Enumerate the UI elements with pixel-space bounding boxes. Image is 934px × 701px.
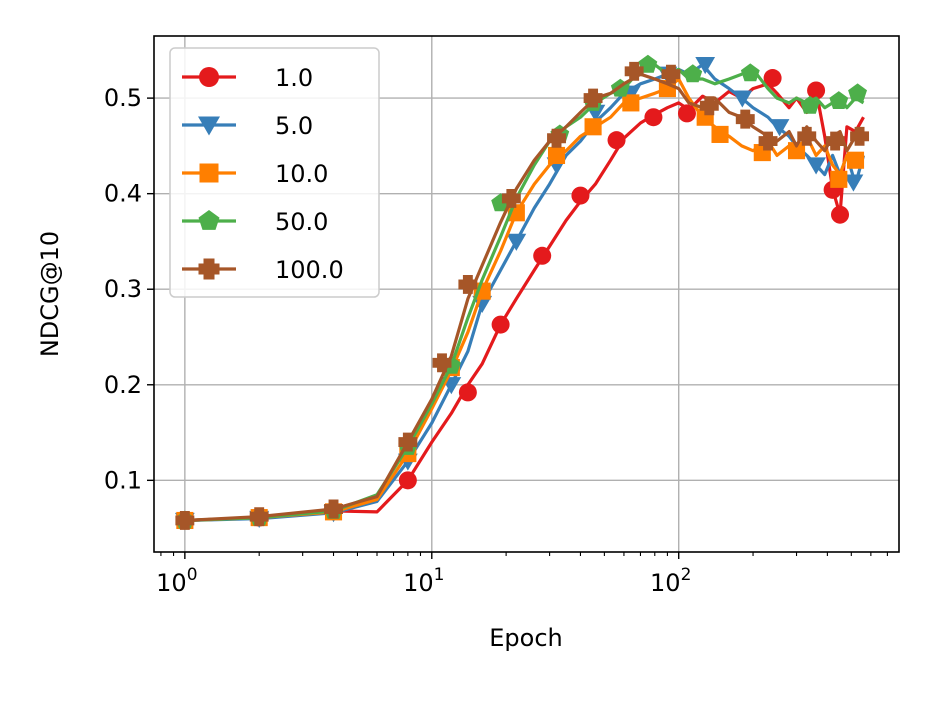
- data-point: [584, 118, 602, 136]
- y-axis: 0.1 0.2 0.3 0.4 0.5: [104, 84, 154, 494]
- y-tick-label: 0.5: [104, 84, 142, 112]
- data-point: [831, 205, 850, 224]
- legend-marker: [198, 116, 220, 136]
- data-point: [769, 119, 790, 137]
- plot-frame: [153, 35, 900, 553]
- legend-item: 50.0: [182, 208, 328, 236]
- data-point: [850, 126, 870, 146]
- x-axis-label: Epoch: [489, 624, 563, 652]
- legend-item: 10.0: [182, 160, 328, 188]
- data-point: [533, 246, 552, 265]
- legend-marker: [198, 210, 220, 230]
- legend-marker: [199, 163, 219, 183]
- data-point: [547, 146, 566, 164]
- data-point: [458, 274, 478, 294]
- data-point: [432, 353, 452, 373]
- data-point: [763, 69, 782, 88]
- legend-label: 100.0: [275, 256, 344, 284]
- legend-label: 5.0: [275, 112, 313, 140]
- data-point: [825, 131, 845, 151]
- data-point: [324, 499, 343, 519]
- data-point: [797, 126, 817, 146]
- data-point: [740, 63, 760, 82]
- data-point: [732, 90, 753, 108]
- data-point: [249, 507, 269, 527]
- data-point: [711, 125, 729, 143]
- legend: 1.0 5.0 10.0 50.0 100.0: [169, 47, 380, 298]
- data-point: [829, 91, 849, 109]
- data-point: [683, 64, 703, 83]
- y-tick-label: 0.3: [104, 275, 142, 303]
- data-point: [735, 109, 755, 129]
- legend-item: 100.0: [182, 256, 344, 284]
- data-point: [622, 94, 640, 112]
- data-point: [830, 170, 848, 188]
- y-tick-label: 0.2: [104, 371, 142, 399]
- data-point: [583, 88, 603, 108]
- data-point: [695, 57, 716, 75]
- data-point: [398, 471, 417, 490]
- legend-label: 1.0: [275, 64, 313, 92]
- legend-item: 5.0: [182, 112, 313, 140]
- data-point: [501, 188, 521, 208]
- legend-item: 1.0: [182, 64, 313, 92]
- data-point: [491, 315, 510, 334]
- data-point: [398, 432, 418, 452]
- data-point: [175, 511, 195, 530]
- x-tick-label: 102: [650, 565, 691, 597]
- data-point: [458, 383, 477, 402]
- data-point: [506, 233, 527, 251]
- x-tick-label: 101: [403, 565, 444, 597]
- series-layer: [174, 54, 870, 530]
- data-point: [644, 108, 663, 127]
- data-point: [800, 95, 820, 114]
- y-axis-label: NDCG@10: [36, 231, 64, 357]
- data-point: [547, 128, 566, 148]
- data-point: [571, 186, 590, 205]
- legend-label: 50.0: [275, 208, 328, 236]
- data-point: [607, 131, 626, 150]
- data-point: [806, 157, 826, 175]
- data-point: [807, 81, 826, 100]
- legend-label: 10.0: [275, 160, 328, 188]
- data-point: [787, 142, 806, 160]
- data-point: [472, 295, 493, 314]
- data-point: [758, 131, 778, 151]
- data-point: [848, 83, 867, 102]
- series-100.0: [175, 61, 870, 530]
- data-point: [677, 104, 696, 123]
- data-point: [661, 64, 681, 84]
- y-tick-label: 0.4: [104, 180, 142, 208]
- x-axis: 100 101 102: [156, 552, 888, 597]
- data-point: [846, 151, 865, 169]
- data-point: [699, 96, 719, 116]
- legend-marker: [199, 67, 219, 87]
- data-point: [624, 61, 644, 81]
- y-tick-label: 0.1: [104, 466, 142, 494]
- x-tick-label: 100: [156, 565, 197, 597]
- legend-box: [169, 47, 380, 298]
- data-point: [843, 174, 864, 192]
- legend-marker: [198, 258, 220, 280]
